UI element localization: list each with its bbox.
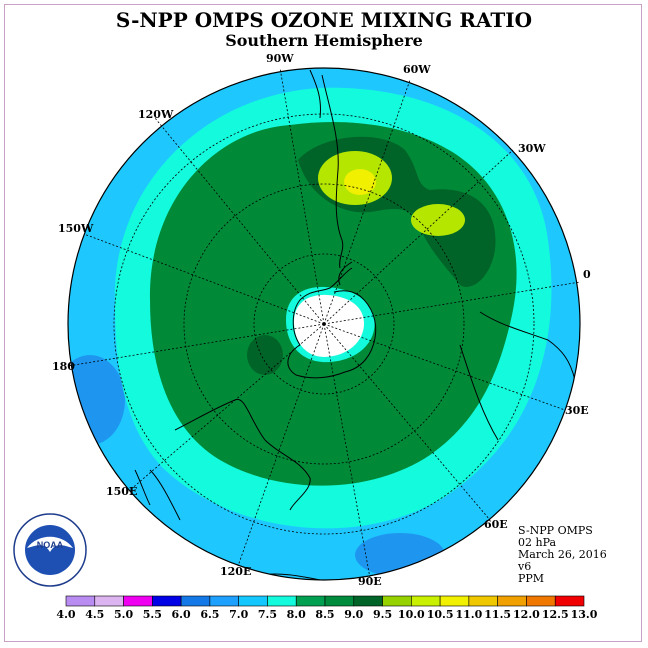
- colorbar-tick-label: 7.0: [229, 608, 248, 621]
- colorbar: 4.0 4.5 5.0 5.5 6.0 6.5 7.0 7.5 8.0 8.5 9.0 9.5 10.0…: [56, 595, 598, 621]
- colorbar-swatch: [411, 595, 441, 607]
- meridian-0: [323, 281, 581, 325]
- info-level: 02 hPa: [518, 536, 557, 549]
- image-frame: [4, 4, 642, 642]
- lon-label-30w: 30W: [518, 142, 546, 155]
- colorbar-tick-label: 11.0: [455, 608, 482, 621]
- colorbar-tick-label: 6.0: [172, 608, 191, 621]
- colorbar-tick-label: 12.5: [542, 608, 569, 621]
- south-pole-marker: [322, 322, 326, 326]
- noaa-logo: NOAA: [13, 513, 87, 587]
- globe-outline: [67, 67, 581, 581]
- ozone-field: [68, 68, 580, 580]
- colorbar-tick-label: 5.0: [114, 608, 133, 621]
- colorbar-tick-label: 11.5: [484, 608, 511, 621]
- new-zealand: [134, 469, 181, 521]
- colorbar-swatch: [468, 595, 498, 607]
- colorbar-tick-label: 10.5: [427, 608, 454, 621]
- australia-coast: [174, 398, 311, 511]
- lat-circle-80s: [253, 253, 395, 395]
- colorbar-swatch: [526, 595, 556, 607]
- colorbar-swatch: [123, 595, 153, 607]
- colorbar-tick-label: 13.0: [571, 608, 598, 621]
- info-block: S-NPP OMPS 02 hPa March 26, 2016 v6 PPM: [518, 525, 607, 585]
- colorbar-swatch: [152, 595, 182, 607]
- colorbar-swatch: [497, 595, 527, 607]
- logo-gull: [27, 536, 73, 552]
- meridian-180: [67, 323, 325, 367]
- colorbar-swatch: [94, 595, 124, 607]
- colorbar-tick-label: 4.5: [85, 608, 104, 621]
- graticule: [67, 67, 581, 579]
- colorbar-swatch: [209, 595, 239, 607]
- colorbar-swatch: [382, 595, 412, 607]
- meridian-90w: [279, 67, 325, 325]
- lon-label-90w: 90W: [266, 52, 294, 65]
- antarctica-coast: [287, 267, 377, 379]
- coastlines: [134, 69, 576, 580]
- low-blue-patch-south: [355, 533, 445, 577]
- info-version: v6: [518, 560, 532, 573]
- logo-text: NOAA: [37, 540, 64, 550]
- colorbar-swatch: [295, 595, 326, 607]
- lon-label-30e: 30E: [565, 404, 589, 417]
- colorbar-tick-label: 10.0: [398, 608, 425, 621]
- colorbar-tick-label: 9.0: [344, 608, 363, 621]
- lon-label-60w: 60W: [403, 63, 431, 76]
- lat-circle-60s: [113, 113, 535, 535]
- colorbar-swatch: [267, 595, 297, 607]
- info-instrument: S-NPP OMPS: [518, 524, 593, 537]
- lon-label-150e: 150E: [106, 485, 138, 498]
- colorbar-swatch: [439, 595, 470, 607]
- meridian-120e: [237, 323, 325, 567]
- lon-label-120w: 120W: [138, 108, 174, 121]
- colorbar-tick-label: 7.5: [258, 608, 277, 621]
- meridian-120w: [154, 117, 325, 325]
- lon-label-90e: 90E: [358, 575, 382, 588]
- meridian-150e: [129, 323, 325, 491]
- meridian-60e: [323, 323, 491, 521]
- lon-label-60e: 60E: [484, 518, 508, 531]
- info-units: PPM: [518, 572, 545, 585]
- colorbar-swatch: [238, 595, 268, 607]
- peak-patch: [344, 169, 376, 195]
- colorbar-swatch: [554, 595, 585, 607]
- colorbar-swatch: [65, 595, 96, 607]
- lon-label-180: 180: [52, 360, 75, 373]
- meridian-30w: [323, 149, 514, 325]
- lon-label-120e: 120E: [220, 565, 252, 578]
- antarctic-peninsula: [338, 261, 353, 286]
- meridian-150w: [83, 233, 325, 325]
- info-date: March 26, 2016: [518, 548, 607, 561]
- colorbar-tick-label: 5.5: [143, 608, 162, 621]
- colorbar-tick-label: 6.5: [200, 608, 219, 621]
- map-subtitle: Southern Hemisphere: [225, 31, 423, 50]
- lon-label-0: 0: [583, 268, 591, 281]
- colorbar-swatch: [353, 595, 383, 607]
- map-title: S-NPP OMPS OZONE MIXING RATIO: [115, 8, 533, 32]
- meridian-60w: [323, 79, 411, 325]
- lat-circle-70s: [183, 183, 465, 465]
- dark-patch-west: [247, 335, 283, 375]
- colorbar-tick-label: 12.0: [513, 608, 540, 621]
- colorbar-swatch: [324, 595, 355, 607]
- colorbar-swatch: [180, 595, 211, 607]
- colorbar-tick-label: 9.5: [373, 608, 392, 621]
- meridian-30e: [323, 323, 566, 411]
- high-patch-east: [411, 204, 465, 236]
- africa-coast: [459, 311, 576, 441]
- colorbar-tick-label: 8.0: [287, 608, 306, 621]
- meridian-90e: [323, 323, 371, 579]
- colorbar-tick-label: 4.0: [56, 608, 75, 621]
- colorbar-tick-label: 8.5: [315, 608, 334, 621]
- lon-label-150w: 150W: [58, 222, 94, 235]
